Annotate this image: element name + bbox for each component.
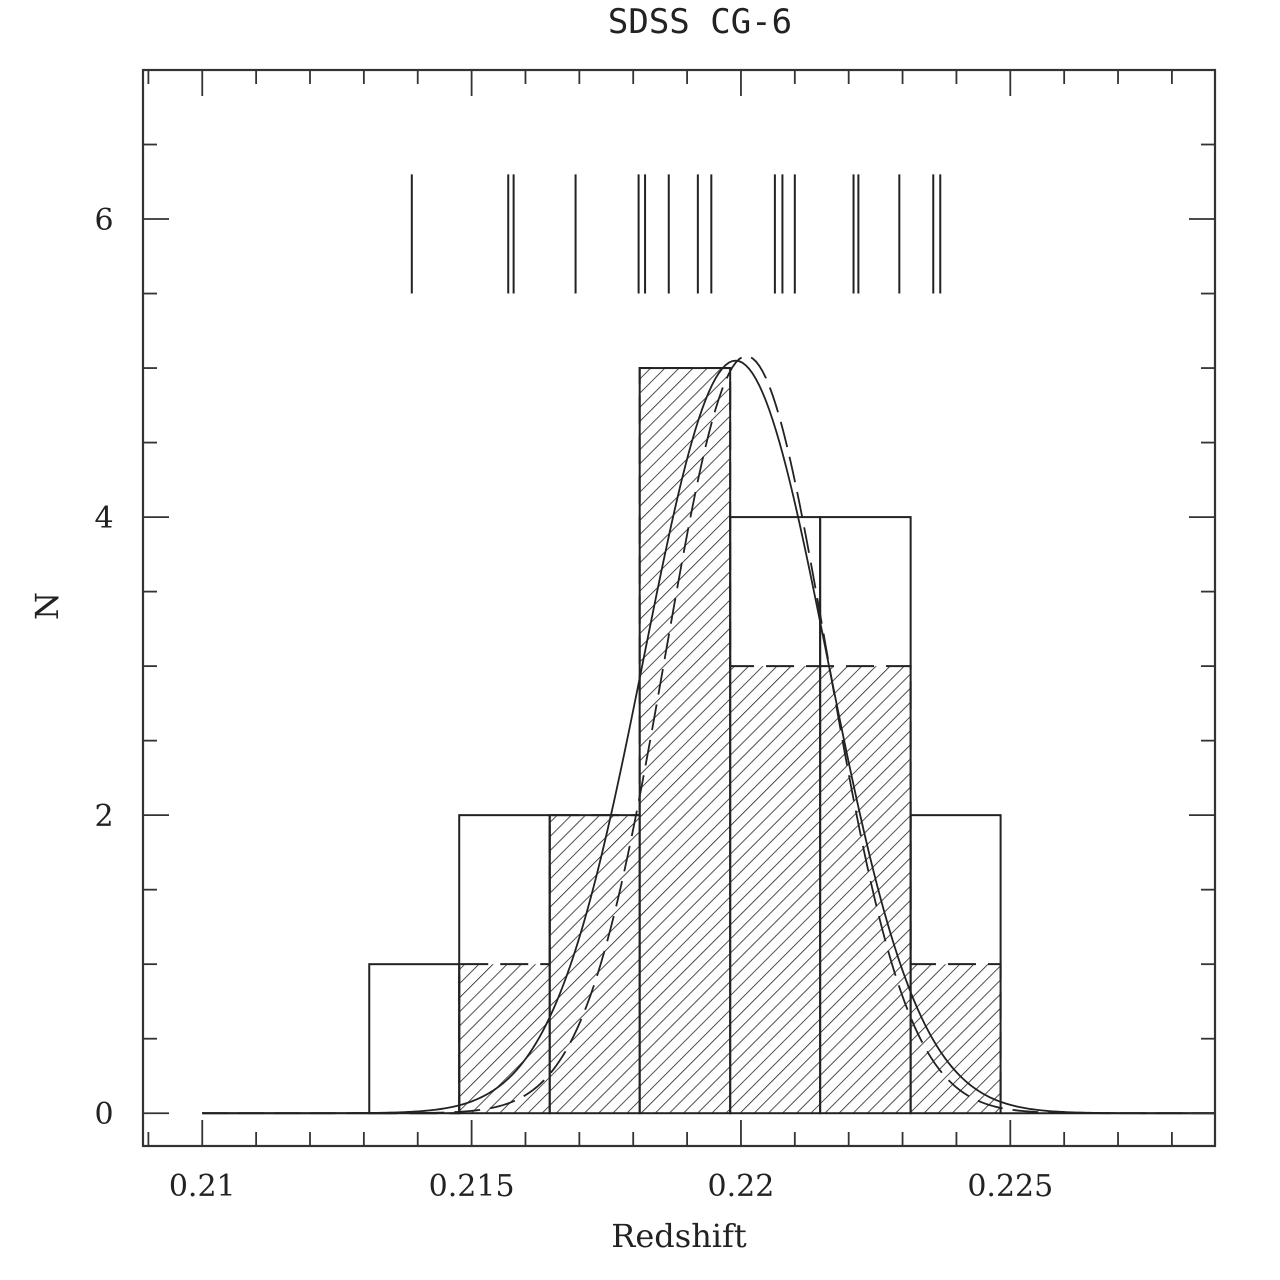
plot-area (202, 174, 1215, 1115)
hatched-bar-6 (910, 964, 1001, 1114)
x-tick-label: 0.21 (169, 1169, 236, 1204)
plot-frame (141, 68, 1217, 1148)
hatched-bar-4 (730, 666, 821, 1114)
x-axis-label: Redshift (611, 1217, 747, 1255)
y-tick-label: 6 (94, 203, 113, 238)
open-bar-0 (368, 963, 461, 1115)
hatched-bar-1 (459, 964, 550, 1114)
hatched-bar-3 (639, 368, 731, 1114)
chart-title: SDSS CG-6 (608, 2, 792, 42)
y-tick-label: 2 (94, 799, 113, 834)
y-tick-label: 0 (94, 1097, 113, 1132)
axis-ticks (143, 69, 1215, 1146)
y-tick-label: 4 (94, 501, 113, 536)
open-bar-6 (909, 814, 1002, 1115)
x-tick-label: 0.22 (708, 1169, 775, 1204)
x-tick-label: 0.225 (967, 1169, 1053, 1204)
hatched-bar-2 (549, 815, 640, 1114)
hatched-bar-5 (820, 666, 911, 1114)
y-axis-label: N (28, 592, 66, 620)
axis-tick-labels: 0.21 0.215 0.22 0.225 0 2 4 6 (94, 203, 1053, 1204)
x-tick-label: 0.215 (429, 1169, 515, 1204)
gaussian-fit-dashed (202, 355, 1215, 1115)
